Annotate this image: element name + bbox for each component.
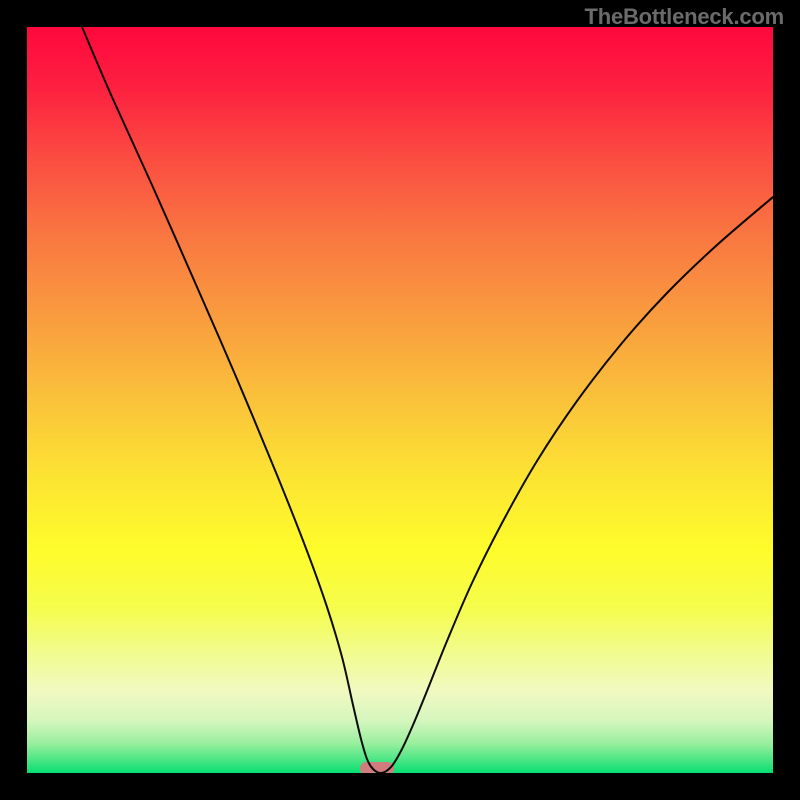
chart-frame: TheBottleneck.com <box>0 0 800 800</box>
plot-area <box>27 27 773 773</box>
watermark-text: TheBottleneck.com <box>584 4 784 30</box>
bottleneck-curve <box>82 27 773 773</box>
curve-layer <box>27 27 773 773</box>
